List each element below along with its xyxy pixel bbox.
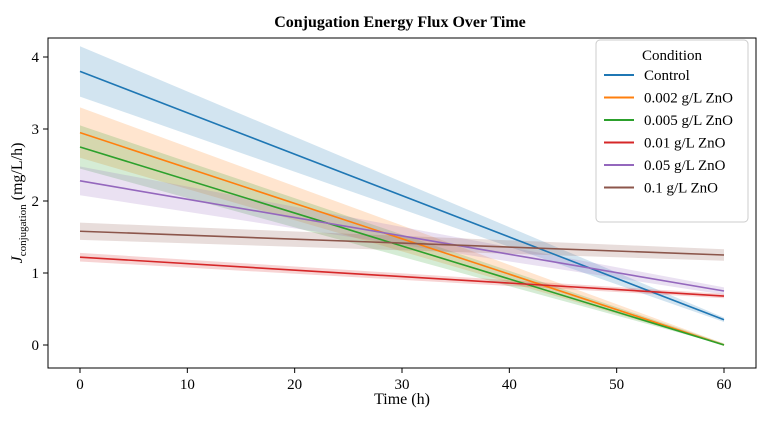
legend-label: 0.01 g/L ZnO: [644, 136, 726, 152]
x-tick-label: 50: [609, 377, 624, 393]
x-tick-label: 30: [395, 377, 410, 393]
x-tick-label: 20: [287, 377, 302, 393]
legend-label: 0.1 g/L ZnO: [644, 181, 718, 197]
series-line: [79, 256, 725, 297]
legend-label: Control: [644, 68, 690, 84]
y-tick-label: 4: [32, 50, 40, 66]
confidence-band: [80, 222, 724, 261]
y-tick-label: 0: [32, 338, 40, 354]
legend: Condition Control 0.002 g/L ZnO 0.005 g/L …: [595, 39, 749, 223]
x-tick-label: 0: [76, 377, 84, 393]
legend-label: 0.05 g/L ZnO: [644, 158, 726, 174]
x-tick-label: 40: [502, 377, 517, 393]
y-tick-label: 3: [32, 122, 40, 138]
x-axis-label: Time (h): [374, 391, 430, 408]
y-tick-label: 2: [32, 194, 40, 210]
confidence-band: [80, 46, 724, 322]
x-tick-label: 10: [180, 377, 195, 393]
legend-label: 0.005 g/L ZnO: [644, 113, 733, 129]
y-tick-label: 1: [32, 266, 40, 282]
confidence-band: [80, 166, 724, 295]
chart-title: Conjugation Energy Flux Over Time: [274, 14, 526, 31]
legend-title: Condition: [642, 48, 703, 64]
legend-label: 0.002 g/L ZnO: [644, 91, 733, 107]
y-axis-label: Jconjugation (mg/L/h): [9, 143, 29, 264]
series-line: [79, 230, 725, 256]
series-line: [79, 70, 725, 321]
series-line: [79, 180, 725, 292]
x-tick-label: 60: [717, 377, 732, 393]
series-line: [79, 146, 725, 346]
series-line: [79, 131, 725, 346]
